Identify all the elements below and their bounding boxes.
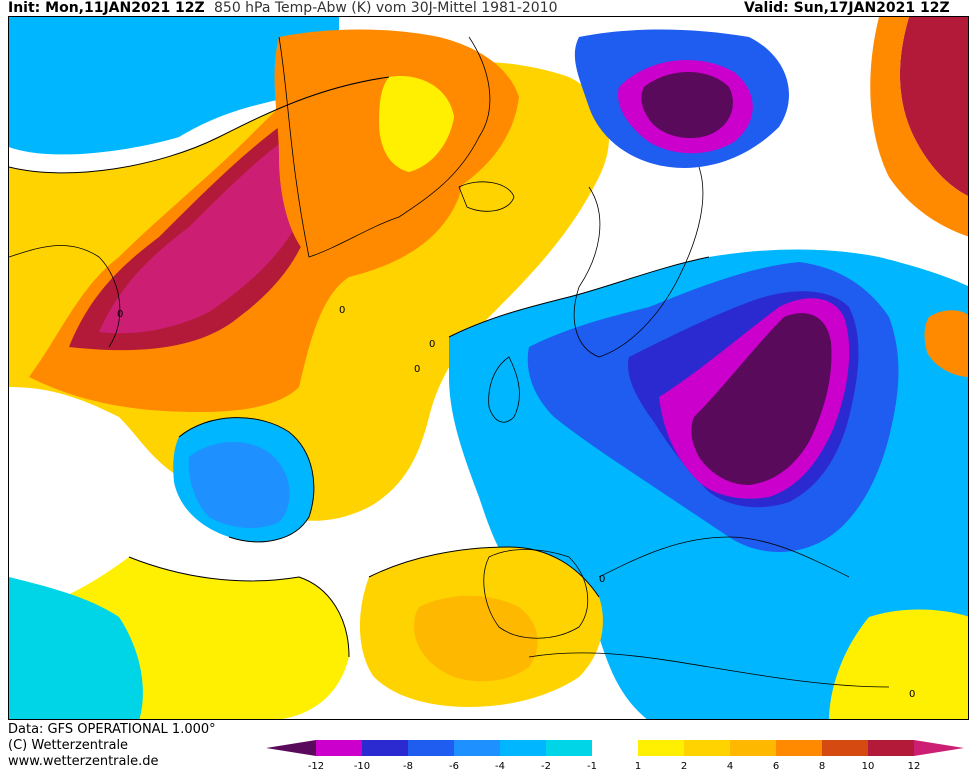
coastline-north-africa [528,652,890,688]
temperature-anomaly-map: 0 0 0 0 0 0 [8,16,969,720]
contour-label: 0 [414,364,420,375]
legend-tick-label: -6 [449,761,459,772]
legend-swatch [546,740,592,756]
coastline-iceland [458,181,515,212]
coastline-greenland [278,36,491,258]
legend-swatch [822,740,868,756]
legend-tick-label: -1 [587,761,597,772]
legend-tick-label: 6 [773,761,779,772]
anomaly-region-cyan-southwest [9,577,143,719]
anomaly-region-purple-europe [691,313,832,485]
legend-swatch [362,740,408,756]
legend-swatch [592,740,638,756]
legend-tick-label: 8 [819,761,825,772]
legend-swatch [868,740,914,756]
anomaly-region-orange-east [924,310,968,377]
legend-tick-label: 2 [681,761,687,772]
contour-label: 0 [429,339,435,350]
color-legend-bar: -12 -10 -8 -6 -4 -2 -1 1 2 4 6 8 10 12 [266,740,964,772]
coastline-uk [488,356,520,423]
anomaly-region-yellow-southeast [829,609,968,719]
legend-swatch [776,740,822,756]
website-link[interactable]: www.wetterzentrale.de [8,754,159,769]
map-header: Init: Mon,11JAN2021 12Z 850 hPa Temp-Abw… [0,0,977,16]
coastline-mediterranean [598,536,850,578]
anomaly-region-magenta-canada [99,122,339,334]
legend-tick-label: -12 [308,761,324,772]
coastline-iberia [483,549,589,639]
anomaly-region-blue-atlantic [188,442,290,529]
contour-label: 0 [117,309,123,320]
zero-contour-line [128,556,350,658]
zero-contour-line [368,546,600,598]
anomaly-region-orange-south [414,595,538,682]
contour-label: 0 [339,305,345,316]
contour-label: 0 [599,574,605,585]
map-canvas: 0 0 0 0 0 0 [9,17,968,719]
legend-tick-label: -8 [403,761,413,772]
anomaly-region-purple-north [641,72,733,139]
valid-time: Valid: Sun,17JAN2021 12Z [744,0,950,16]
map-title: 850 hPa Temp-Abw (K) vom 30J-Mittel 1981… [214,0,558,16]
zero-contour-line [448,256,710,338]
anomaly-region-cyan-west [9,17,339,155]
anomaly-region-greenland-yellow [379,76,454,172]
legend-tick-label: 10 [862,761,875,772]
anomaly-region-orange-northeast [870,17,968,237]
legend-swatch [638,740,684,756]
legend-swatch [730,740,776,756]
legend-swatch [316,740,362,756]
legend-tick-label: 1 [635,761,641,772]
copyright: (C) Wetterzentrale [8,738,129,753]
coastline-scandinavia [573,166,704,358]
legend-arrow-right [914,740,964,756]
legend-swatch [408,740,454,756]
legend-swatch [500,740,546,756]
legend-arrow-left [266,740,316,756]
legend-swatch [454,740,500,756]
legend-tick-label: -4 [495,761,505,772]
color-legend: -12 -10 -8 -6 -4 -2 -1 1 2 4 6 8 10 12 [264,740,976,774]
legend-tick-label: 4 [727,761,733,772]
anomaly-region-red-northeast [899,17,968,196]
zero-contour-line [9,76,390,174]
legend-tick-label: -2 [541,761,551,772]
contour-labels: 0 0 0 0 0 0 [117,305,915,700]
zero-contour-line [178,417,315,543]
init-time: Init: Mon,11JAN2021 12Z [8,0,205,16]
contour-label: 0 [909,689,915,700]
legend-tick-label: -10 [354,761,370,772]
legend-tick-label: 12 [908,761,921,772]
zero-contours [9,76,710,658]
coastlines [9,36,890,688]
data-source: Data: GFS OPERATIONAL 1.000° [8,722,216,737]
legend-swatch [684,740,730,756]
coastline-canada [9,245,121,348]
